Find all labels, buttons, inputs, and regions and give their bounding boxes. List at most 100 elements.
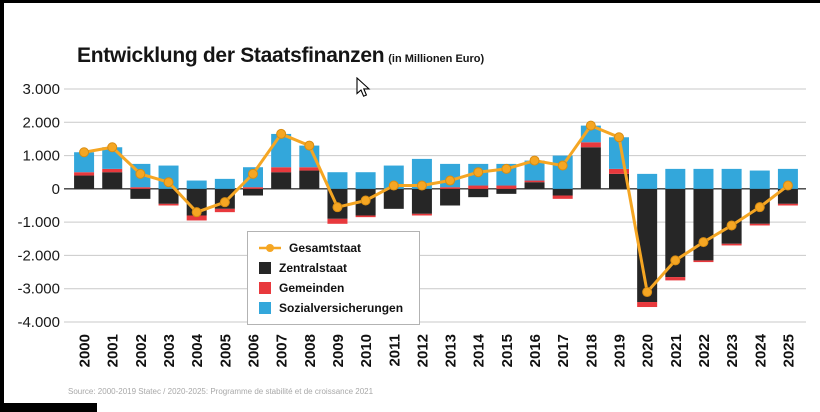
total-line-dot — [248, 168, 258, 179]
x-tick-label: 2011 — [386, 334, 403, 367]
total-line-dot — [670, 255, 681, 266]
bar-segment-gemeinden — [637, 302, 658, 308]
x-tick-label: 2016 — [527, 334, 544, 367]
bar-segment-sozialversicherungen — [355, 172, 376, 189]
x-tick-label: 2005 — [217, 334, 234, 367]
total-line-dot — [79, 147, 90, 158]
x-tick-label: 2023 — [724, 334, 741, 367]
x-tick-label: 2019 — [612, 334, 629, 367]
x-tick-label: 2014 — [471, 333, 488, 367]
total-line-dot — [698, 237, 709, 248]
legend-label-sozialversicherungen: Sozialversicherungen — [279, 301, 404, 315]
bar-segment-zentralstaat — [665, 188, 686, 278]
bar-segment-gemeinden — [440, 187, 461, 189]
bar-segment-zentralstaat — [524, 182, 545, 189]
bar-segment-sozialversicherungen — [524, 160, 545, 181]
total-line-dot — [754, 202, 765, 213]
bar-segment-sozialversicherungen — [749, 170, 770, 189]
bar-segment-gemeinden — [130, 187, 151, 189]
bar-segment-gemeinden — [468, 185, 489, 189]
legend-item-gesamtstaat: Gesamtstaat — [259, 241, 403, 255]
bar-segment-zentralstaat — [580, 147, 601, 189]
total-line-dot — [529, 155, 540, 166]
bar-segment-gemeinden — [721, 243, 742, 246]
bar-segment-gemeinden — [777, 203, 798, 206]
bar-segment-zentralstaat — [243, 188, 263, 196]
total-line-dot — [585, 120, 596, 131]
total-line-dot — [219, 197, 230, 208]
bar-segment-gemeinden — [609, 168, 629, 174]
x-tick-label: 2006 — [246, 334, 263, 367]
source-note: Source: 2000-2019 Statec / 2020-2025: Pr… — [68, 387, 374, 396]
x-tick-label: 2018 — [583, 334, 600, 367]
x-tick-label: 2021 — [668, 334, 685, 367]
bar-segment-gemeinden — [327, 218, 348, 224]
bar-segment-zentralstaat — [777, 188, 798, 204]
bar-segment-sozialversicherungen — [186, 180, 207, 189]
bar-segment-zentralstaat — [496, 188, 517, 194]
total-line-dot — [557, 160, 568, 171]
window-left-border — [0, 0, 4, 412]
bar-segment-zentralstaat — [158, 188, 179, 204]
x-tick-label: 2020 — [640, 334, 657, 367]
y-tick-label: -2.000 — [17, 247, 60, 264]
gesamtstaat-line-icon — [259, 244, 281, 252]
bar-segment-sozialversicherungen — [299, 145, 320, 168]
bar-segment-gemeinden — [299, 167, 320, 171]
bar-segment-gemeinden — [496, 185, 517, 189]
x-tick-label: 2002 — [133, 334, 150, 367]
total-line-dot — [501, 163, 512, 174]
x-tick-label: 2024 — [752, 333, 769, 367]
gemeinden-swatch-icon — [259, 282, 271, 294]
total-line-dot — [304, 140, 315, 151]
bar-segment-sozialversicherungen — [721, 168, 742, 189]
bar-segment-zentralstaat — [130, 188, 151, 199]
bar-segment-gemeinden — [355, 215, 376, 218]
bar-segment-zentralstaat — [693, 188, 714, 261]
mouse-cursor-icon — [356, 77, 371, 97]
y-tick-label: -4.000 — [17, 314, 60, 331]
y-tick-label: -1.000 — [17, 214, 60, 231]
legend-item-sozialversicherungen: Sozialversicherungen — [259, 301, 403, 315]
x-tick-label: 2007 — [274, 334, 291, 367]
total-line-dot — [445, 175, 456, 186]
bar-segment-zentralstaat — [552, 188, 573, 196]
total-line-dot — [642, 287, 653, 298]
bar-segment-zentralstaat — [721, 188, 742, 244]
bar-segment-sozialversicherungen — [637, 173, 658, 189]
x-tick-label: 2017 — [555, 334, 572, 367]
bar-segment-sozialversicherungen — [214, 178, 235, 189]
total-line-dot — [276, 128, 287, 139]
bar-segment-sozialversicherungen — [383, 165, 404, 189]
bar-segment-sozialversicherungen — [665, 168, 686, 189]
x-tick-label: 2009 — [330, 334, 347, 367]
total-line-dot — [782, 180, 793, 191]
y-tick-label: 3.000 — [22, 81, 60, 98]
bar-segment-gemeinden — [186, 215, 207, 221]
bar-segment-gemeinden — [665, 277, 686, 281]
chart-subtitle: (in Millionen Euro) — [388, 53, 485, 65]
zentralstaat-swatch-icon — [259, 262, 271, 274]
bar-segment-sozialversicherungen — [327, 172, 348, 189]
x-tick-label: 2013 — [443, 334, 460, 367]
window-top-border — [0, 0, 820, 3]
x-tick-label: 2003 — [161, 334, 178, 367]
bar-segment-gemeinden — [524, 180, 545, 183]
bar-segment-zentralstaat — [637, 188, 658, 303]
total-line-dot — [388, 180, 399, 191]
bar-segment-gemeinden — [552, 195, 573, 199]
bar-segment-zentralstaat — [609, 173, 629, 189]
bar-segment-zentralstaat — [271, 172, 292, 189]
bar-segment-zentralstaat — [468, 188, 489, 198]
x-tick-label: 2001 — [105, 334, 122, 367]
bar-segment-sozialversicherungen — [693, 168, 714, 189]
sozialversicherungen-swatch-icon — [259, 302, 271, 314]
bar-segment-gemeinden — [411, 213, 432, 216]
bar-segment-gemeinden — [214, 208, 235, 213]
total-line-dot — [360, 195, 371, 206]
x-tick-label: 2004 — [189, 333, 206, 367]
total-line-dot — [191, 207, 202, 218]
x-tick-label: 2022 — [696, 334, 713, 367]
total-line-dot — [614, 132, 624, 143]
legend-label-gesamtstaat: Gesamtstaat — [289, 241, 362, 255]
